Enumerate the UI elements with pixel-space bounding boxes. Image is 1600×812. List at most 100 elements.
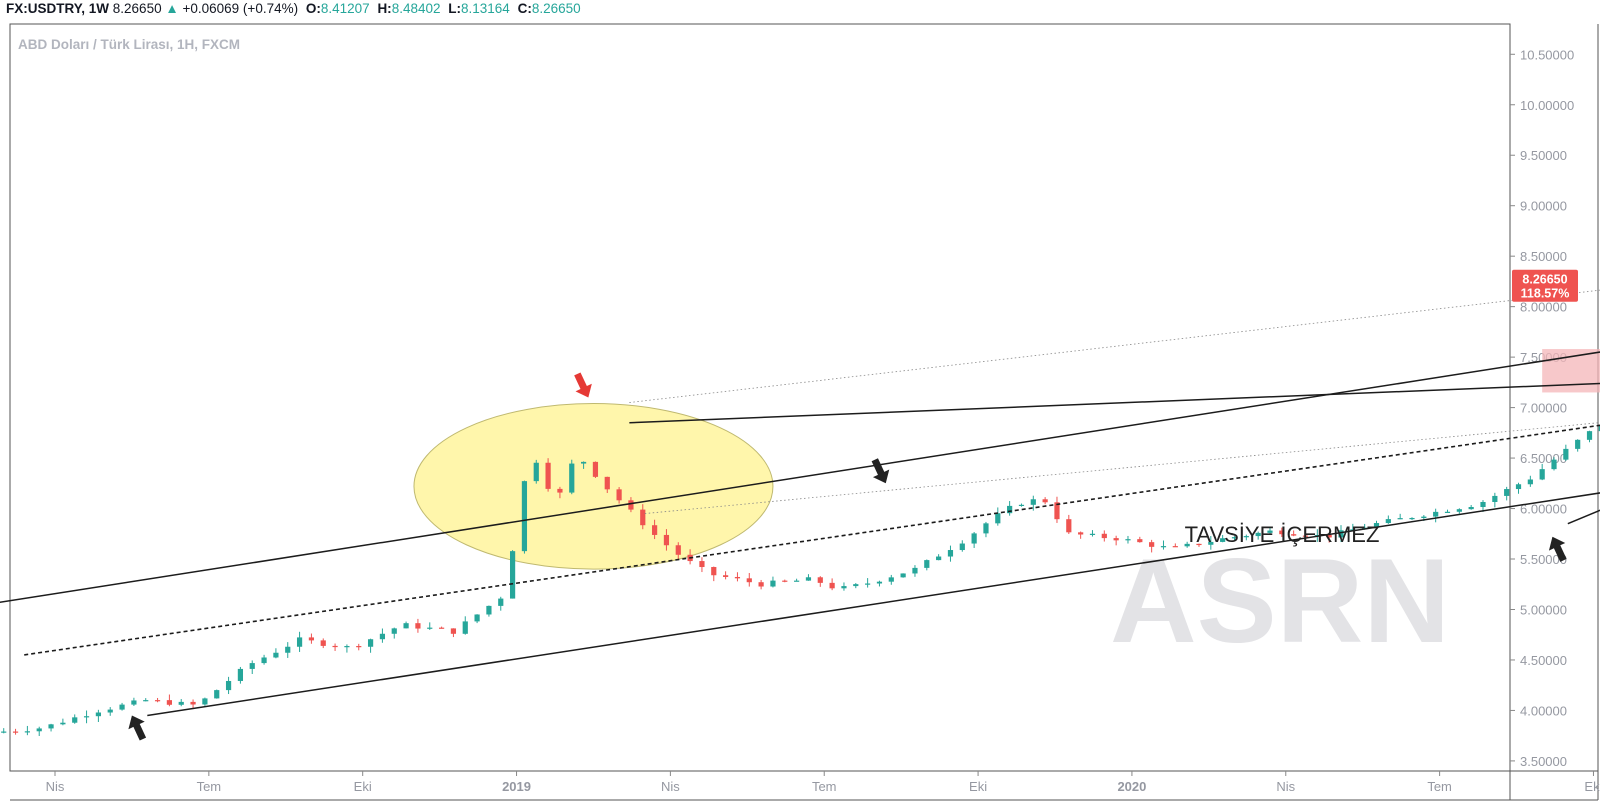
candle-body [1172,546,1178,548]
candle-body [1078,532,1084,535]
black-arrow-shape [1548,536,1567,562]
candle-body [853,584,859,587]
candle-body [166,700,172,705]
candle-body [1018,504,1025,507]
candle-body [1113,538,1119,541]
candle-body [533,462,539,482]
candle-body [995,513,1001,524]
highlight-circles [413,403,774,570]
close-value: 8.26650 [531,1,581,16]
candle-body [865,583,871,585]
candle-body [1208,541,1214,545]
candle-body [261,657,267,664]
candle-body [83,716,90,718]
symbol-label[interactable]: FX:USDTRY, 1W [6,1,110,16]
candle-body [734,576,741,579]
candle-body [379,633,386,640]
price-tick-label: 9.00000 [1520,199,1567,214]
arrow-annotations [128,372,1567,741]
candle-body [154,700,161,702]
price-axis[interactable]: 3.50000 4.00000 4.50000 5.00000 5.50000 6.000… [1510,47,1574,769]
candle-body [1480,501,1486,508]
time-tick-label: 2019 [502,779,531,794]
chart-title: ABD Doları / Türk Lirası, 1H, FXCM [18,37,240,52]
candle-body [72,717,78,723]
candle-body [723,575,729,577]
price-tick-label: 3.50000 [1520,754,1567,769]
change-up-arrow: ▲ [165,1,179,16]
candle-body [24,731,30,733]
candle-body [1598,425,1600,432]
high-label: H: [377,1,392,16]
candle-body [1397,518,1403,520]
candle-body [1433,511,1439,517]
price-tick-label: 4.00000 [1520,703,1567,718]
candle-body [699,561,705,568]
candle-body [178,701,184,705]
candle-body [36,728,42,732]
candle-body [758,582,764,587]
candle-body [580,461,587,464]
candle-body [190,701,196,705]
candle-body [628,500,634,510]
candle-body [1302,535,1309,537]
trendlines [0,289,1600,717]
candle-body [1468,507,1474,510]
candle-body [427,627,433,629]
open-label: O: [305,1,321,16]
candle-body [1563,448,1569,460]
candle-body [237,668,244,681]
candle-body [817,577,823,583]
candle-body [1184,543,1190,547]
candle-body [912,567,918,574]
candle-body [1539,469,1545,480]
price-tick-label: 6.50000 [1520,451,1567,466]
price-tick-label: 8.00000 [1520,300,1567,315]
candle-body [12,731,19,733]
candle-body [131,700,137,705]
candle-body [1504,489,1510,496]
price-badge-bg [1512,269,1578,302]
candle-body [805,577,812,581]
candle-body [888,577,894,582]
candle-body [48,724,54,729]
candle-body [202,698,208,705]
time-axis[interactable]: NisTemEki2019NisTemEki2020NisTemEki2021N… [46,771,1600,794]
time-tick-label: Eki [1584,779,1600,794]
candle-body [1575,439,1581,449]
candle-body [1137,539,1143,543]
candle-body [924,560,930,568]
candle-body [1089,533,1096,535]
close-label: C: [517,1,532,16]
candle-body [474,614,480,622]
black-arrow [871,458,890,484]
candle-body [971,533,977,544]
candle-body [1527,479,1533,485]
candle-body [711,567,717,576]
highlight-circle [413,403,774,570]
price-change: +0.06069 (+0.74%) [182,1,299,16]
time-tick-label: Tem [812,779,837,794]
price-tick-label: 5.50000 [1520,552,1567,567]
badge-percent: 118.57% [1521,287,1570,301]
candle-body [1255,532,1261,537]
candle-body [296,637,303,647]
time-tick-label: Nis [661,779,680,794]
candle-body [947,550,954,557]
candle-body [521,481,528,552]
symbol-header: FX:USDTRY, 1W 8.26650 ▲ +0.06069 (+0.74%… [6,0,581,20]
candle-body [604,476,610,490]
trendline [0,351,1600,604]
candle-body [1586,431,1593,440]
price-tick-label: 10.00000 [1520,98,1574,113]
price-tick-label: 9.50000 [1520,148,1567,163]
candle-body [1231,537,1238,539]
candle-body [498,598,504,606]
candle-body [1338,530,1344,538]
open-value: 8.41207 [320,1,370,16]
candle-body [391,628,397,634]
candle-body [285,646,291,653]
candle-body [616,489,622,501]
candle-body [415,623,421,629]
